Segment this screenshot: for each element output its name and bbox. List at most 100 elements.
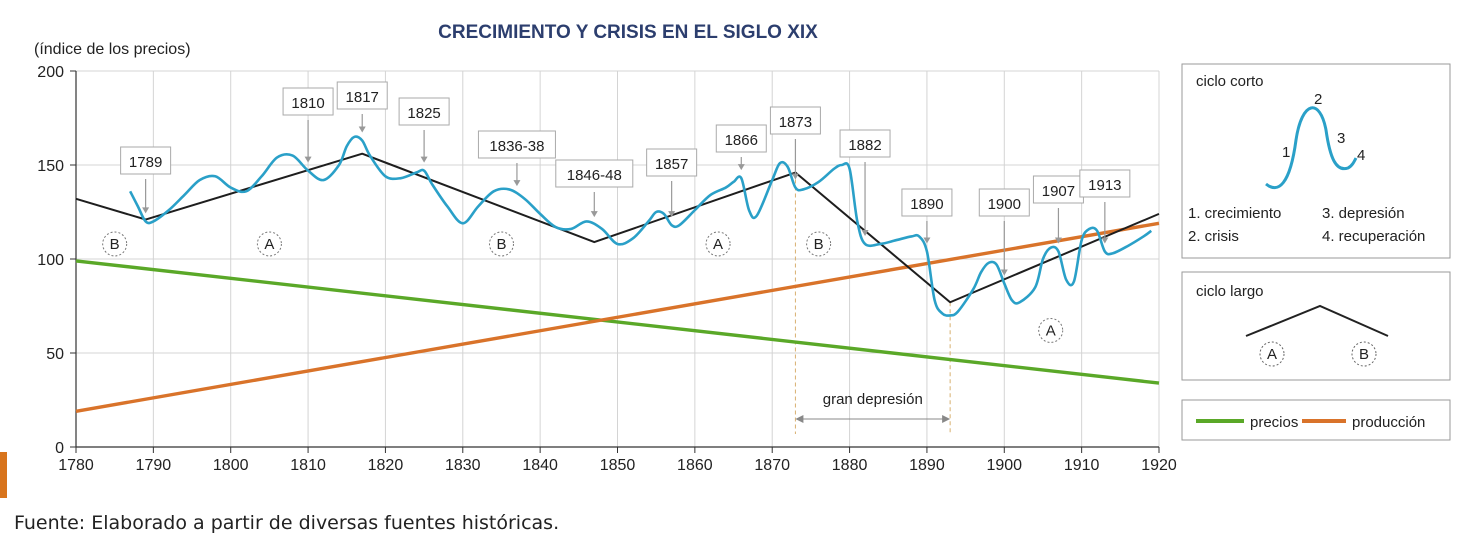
year-annotation-label: 1857 (655, 156, 688, 173)
year-annotation-label: 1817 (346, 89, 379, 106)
y-tick-label: 50 (46, 346, 64, 363)
ciclo-largo-title: ciclo largo (1196, 283, 1264, 300)
x-tick-label: 1840 (522, 457, 558, 474)
phase-label: B (102, 231, 128, 257)
gran-depresion-marker: gran depresión (794, 172, 951, 434)
year-annotation-arrowhead (861, 229, 869, 236)
year-annotation-arrowhead (1101, 237, 1109, 244)
ciclo-corto-item-4: 4. recuperación (1322, 228, 1425, 245)
year-annotation: 1900 (978, 188, 1030, 276)
source-note: Fuente: Elaborado a partir de diversas f… (14, 512, 560, 534)
gran-depresion-arrow-left (795, 415, 804, 423)
phase-circle (705, 231, 731, 257)
phase-letter: B (496, 236, 506, 253)
ciclo-largo-phase-b-circle (1351, 341, 1377, 367)
x-tick-label: 1850 (600, 457, 636, 474)
annotations: 1789 1810 1817 1825 1836-38 1846-48 1857 1866 18… (120, 81, 1131, 276)
ciclo-corto-point-1: 1 (1282, 144, 1290, 161)
year-annotation-box (477, 130, 556, 159)
year-annotation-label: 1825 (407, 105, 440, 122)
ciclo-corto-point-4: 4 (1357, 147, 1365, 164)
ciclo-corto-item-3: 3. depresión (1322, 205, 1405, 222)
phase-label: A (256, 231, 282, 257)
year-annotation: 1810 (282, 87, 334, 163)
year-annotation-arrowhead (1000, 269, 1008, 276)
year-annotation-arrowhead (590, 211, 598, 218)
ciclo-corto-item-2: 2. crisis (1188, 228, 1239, 245)
year-annotation-label: 1900 (988, 196, 1021, 213)
page-edge-tab (0, 452, 7, 498)
gran-depresion-label: gran depresión (823, 391, 923, 408)
ciclo-largo-phase-a-circle (1259, 341, 1285, 367)
year-annotation-label: 1907 (1042, 183, 1075, 200)
y-tick-label: 0 (55, 440, 64, 457)
year-annotation-box (715, 124, 767, 153)
year-annotation: 1846-48 (555, 159, 634, 218)
ciclo-largo-phase-a: A (1267, 346, 1277, 363)
x-tick-label: 1820 (368, 457, 404, 474)
ciclo-largo-curve (1245, 304, 1389, 337)
year-annotation-box (769, 106, 821, 135)
phase-letter: A (1046, 322, 1056, 339)
phase-circle (102, 231, 128, 257)
ciclo-largo-phase-b: B (1359, 346, 1369, 363)
ciclo-largo-panel (1181, 271, 1451, 381)
year-annotation-label: 1866 (725, 132, 758, 149)
phase-circle (488, 231, 514, 257)
year-annotation-arrowhead (142, 207, 150, 214)
phase-label: A (705, 231, 731, 257)
year-annotation-box (646, 148, 698, 177)
x-tick-label: 1920 (1141, 457, 1177, 474)
phase-label: A (1038, 317, 1064, 343)
x-tick-label: 1860 (677, 457, 713, 474)
year-annotation-label: 1846-48 (567, 167, 622, 184)
year-annotation-box (978, 188, 1030, 217)
phase-letter: A (713, 236, 723, 253)
chart-title: CRECIMIENTO Y CRISIS EN EL SIGLO XIX (438, 22, 818, 43)
year-annotation-box (555, 159, 634, 188)
x-tick-label: 1880 (832, 457, 868, 474)
phase-letter: B (814, 236, 824, 253)
phase-letter: A (264, 236, 274, 253)
year-annotation-label: 1873 (779, 114, 812, 131)
year-annotation-arrowhead (791, 173, 799, 180)
phase-labels: B A B A B A (102, 231, 1064, 343)
year-annotation-label: 1882 (848, 137, 881, 154)
year-annotation: 1857 (646, 148, 698, 218)
x-tick-label: 1780 (58, 457, 94, 474)
legend-label-precios: precios (1250, 414, 1298, 431)
year-annotation: 1890 (901, 188, 953, 244)
x-tick-label: 1790 (136, 457, 172, 474)
x-tick-label: 1830 (445, 457, 481, 474)
phase-label: B (806, 231, 832, 257)
year-annotation-box (1079, 169, 1131, 198)
phase-circle (256, 231, 282, 257)
year-annotation-label: 1789 (129, 154, 162, 171)
ciclo-corto-point-3: 3 (1337, 130, 1345, 147)
ciclo-corto-title: ciclo corto (1196, 73, 1264, 90)
phase-label: B (488, 231, 514, 257)
year-annotation-arrowhead (513, 180, 521, 187)
year-annotation-label: 1810 (291, 95, 324, 112)
year-annotation-box (120, 146, 172, 175)
year-annotation-arrowhead (737, 164, 745, 171)
series-layer (75, 135, 1160, 413)
year-annotation: 1836-38 (477, 130, 556, 187)
x-tick-label: 1890 (909, 457, 945, 474)
year-annotation-label: 1836-38 (489, 138, 544, 155)
y-axis-label: (índice de los precios) (34, 41, 191, 58)
year-annotation-box (398, 97, 450, 126)
year-annotation-box (336, 81, 388, 110)
year-annotation: 1882 (839, 129, 891, 236)
year-annotation-box (839, 129, 891, 158)
phase-letter: B (110, 236, 120, 253)
year-annotation: 1817 (336, 81, 388, 133)
x-tick-label: 1910 (1064, 457, 1100, 474)
year-annotation: 1913 (1079, 169, 1131, 244)
axes: 1780 1790 1800 1810 1820 1830 1840 1850 1860 1870… (37, 64, 1177, 474)
year-annotation-box (282, 87, 334, 116)
phase-circle (1038, 317, 1064, 343)
ciclo-corto-curve (1265, 106, 1358, 190)
year-annotation-label: 1890 (910, 196, 943, 213)
